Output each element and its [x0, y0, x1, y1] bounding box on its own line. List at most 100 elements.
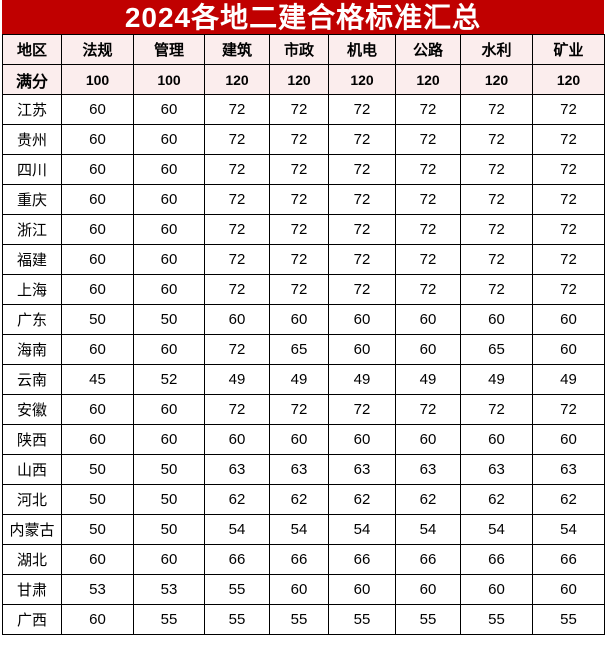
score-cell: 72 [395, 124, 461, 155]
score-cell: 72 [328, 94, 396, 125]
score-cell: 120 [204, 64, 270, 95]
region-cell: 上海 [2, 274, 62, 305]
score-cell: 54 [395, 514, 461, 545]
score-cell: 66 [395, 544, 461, 575]
table-row: 重庆 60 60 72 72 72 72 72 72 [2, 184, 605, 215]
score-cell: 60 [133, 274, 205, 305]
table-row: 四川 60 60 72 72 72 72 72 72 [2, 154, 605, 185]
table-row: 安徽 60 60 72 72 72 72 72 72 [2, 394, 605, 425]
region-cell: 安徽 [2, 394, 62, 425]
score-cell: 49 [460, 364, 533, 395]
score-cell: 62 [328, 484, 396, 515]
column-header: 矿业 [532, 34, 605, 65]
score-cell: 55 [532, 604, 605, 635]
score-cell: 65 [460, 334, 533, 365]
score-cell: 55 [460, 604, 533, 635]
column-header: 建筑 [204, 34, 270, 65]
score-cell: 72 [204, 214, 270, 245]
full-marks-row: 满分 100 100 120 120 120 120 120 120 [2, 64, 605, 95]
score-cell: 62 [395, 484, 461, 515]
score-cell: 60 [133, 154, 205, 185]
score-cell: 49 [532, 364, 605, 395]
score-cell: 54 [460, 514, 533, 545]
score-cell: 49 [204, 364, 270, 395]
score-cell: 54 [532, 514, 605, 545]
score-cell: 60 [328, 304, 396, 335]
region-cell: 贵州 [2, 124, 62, 155]
score-cell: 72 [460, 154, 533, 185]
score-cell: 60 [328, 574, 396, 605]
pass-score-table: 地区 法规 管理 建筑 市政 机电 公路 水利 矿业 满分 100 100 120 120 120 120 12… [2, 34, 605, 635]
score-cell: 60 [395, 304, 461, 335]
score-cell: 49 [269, 364, 329, 395]
score-cell: 62 [204, 484, 270, 515]
column-header: 水利 [460, 34, 533, 65]
region-cell: 甘肃 [2, 574, 62, 605]
score-cell: 120 [395, 64, 461, 95]
table-row: 海南 60 60 72 65 60 60 65 60 [2, 334, 605, 365]
column-header: 市政 [269, 34, 329, 65]
score-cell: 72 [460, 274, 533, 305]
score-cell: 60 [133, 334, 205, 365]
score-cell: 45 [61, 364, 134, 395]
table-row: 云南 45 52 49 49 49 49 49 49 [2, 364, 605, 395]
score-cell: 65 [269, 334, 329, 365]
score-cell: 72 [532, 124, 605, 155]
score-cell: 54 [328, 514, 396, 545]
score-cell: 60 [395, 424, 461, 455]
score-cell: 60 [61, 394, 134, 425]
score-cell: 54 [269, 514, 329, 545]
region-cell: 湖北 [2, 544, 62, 575]
table-row: 广西 60 55 55 55 55 55 55 55 [2, 604, 605, 635]
score-cell: 62 [460, 484, 533, 515]
score-cell: 63 [328, 454, 396, 485]
score-cell: 72 [395, 214, 461, 245]
score-cell: 60 [328, 424, 396, 455]
score-cell: 72 [204, 124, 270, 155]
score-cell: 72 [328, 184, 396, 215]
score-cell: 60 [61, 244, 134, 275]
score-cell: 72 [395, 184, 461, 215]
score-cell: 120 [532, 64, 605, 95]
score-cell: 60 [61, 184, 134, 215]
score-cell: 60 [532, 574, 605, 605]
region-cell: 海南 [2, 334, 62, 365]
column-header: 管理 [133, 34, 205, 65]
table-row: 广东 50 50 60 60 60 60 60 60 [2, 304, 605, 335]
score-cell: 60 [61, 214, 134, 245]
score-cell: 60 [133, 424, 205, 455]
region-cell: 云南 [2, 364, 62, 395]
score-cell: 72 [460, 184, 533, 215]
score-cell: 60 [395, 574, 461, 605]
region-cell: 广东 [2, 304, 62, 335]
score-cell: 72 [395, 274, 461, 305]
header-row: 地区 法规 管理 建筑 市政 机电 公路 水利 矿业 [2, 34, 605, 65]
score-cell: 72 [269, 184, 329, 215]
region-cell: 陕西 [2, 424, 62, 455]
column-header: 公路 [395, 34, 461, 65]
score-cell: 63 [460, 454, 533, 485]
score-cell: 60 [133, 214, 205, 245]
region-cell: 内蒙古 [2, 514, 62, 545]
score-cell: 72 [204, 394, 270, 425]
score-cell: 60 [61, 604, 134, 635]
score-cell: 66 [328, 544, 396, 575]
score-cell: 54 [204, 514, 270, 545]
table-row: 福建 60 60 72 72 72 72 72 72 [2, 244, 605, 275]
table-row: 浙江 60 60 72 72 72 72 72 72 [2, 214, 605, 245]
score-cell: 72 [460, 244, 533, 275]
score-cell: 72 [328, 154, 396, 185]
score-cell: 120 [269, 64, 329, 95]
table-row: 甘肃 53 53 55 60 60 60 60 60 [2, 574, 605, 605]
score-cell: 72 [460, 394, 533, 425]
score-cell: 53 [61, 574, 134, 605]
score-cell: 60 [61, 124, 134, 155]
score-cell: 72 [269, 274, 329, 305]
table-row: 山西 50 50 63 63 63 63 63 63 [2, 454, 605, 485]
score-cell: 72 [269, 124, 329, 155]
score-cell: 60 [133, 244, 205, 275]
score-cell: 60 [61, 424, 134, 455]
score-cell: 72 [328, 124, 396, 155]
score-cell: 62 [532, 484, 605, 515]
score-cell: 55 [395, 604, 461, 635]
